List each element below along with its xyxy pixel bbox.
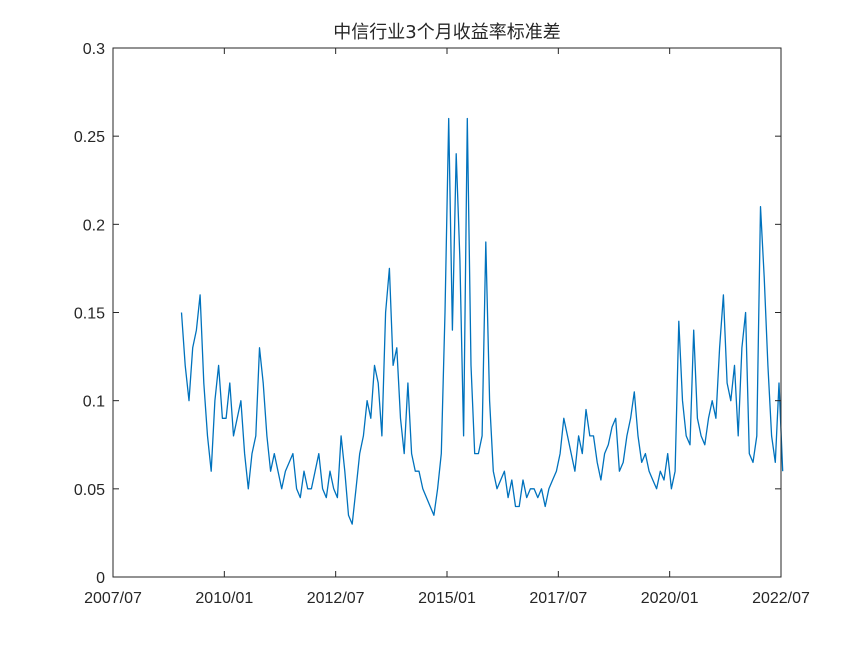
y-tick-label: 0.1 xyxy=(83,394,105,411)
x-tick-label: 2015/01 xyxy=(418,590,476,607)
x-tick-label: 2017/07 xyxy=(529,590,587,607)
x-tick-label: 2020/01 xyxy=(641,590,699,607)
axes-box xyxy=(112,47,782,578)
y-tick-label: 0.3 xyxy=(83,41,105,58)
x-tick-label: 2012/07 xyxy=(307,590,365,607)
x-tick-label: 2010/01 xyxy=(195,590,253,607)
y-tick-label: 0.25 xyxy=(74,129,105,146)
y-tick-label: 0.2 xyxy=(83,217,105,234)
y-tick-label: 0.05 xyxy=(74,482,105,499)
x-tick-label: 2022/07 xyxy=(752,590,810,607)
x-tick-label: 2007/07 xyxy=(84,590,142,607)
y-tick-label: 0 xyxy=(96,570,105,587)
chart-title: 中信行业3个月收益率标准差 xyxy=(333,22,560,43)
plot-area xyxy=(113,48,781,577)
series-line-0 xyxy=(180,117,784,525)
y-tick-label: 0.15 xyxy=(74,306,105,323)
x-axis: 2007/07 2010/01 2012/07 2015/01 2017/07 2020/… xyxy=(84,48,810,607)
series-layer xyxy=(180,117,784,525)
y-axis: 0 0.05 0.1 0.15 0.2 0.25 0.3 xyxy=(74,41,781,587)
